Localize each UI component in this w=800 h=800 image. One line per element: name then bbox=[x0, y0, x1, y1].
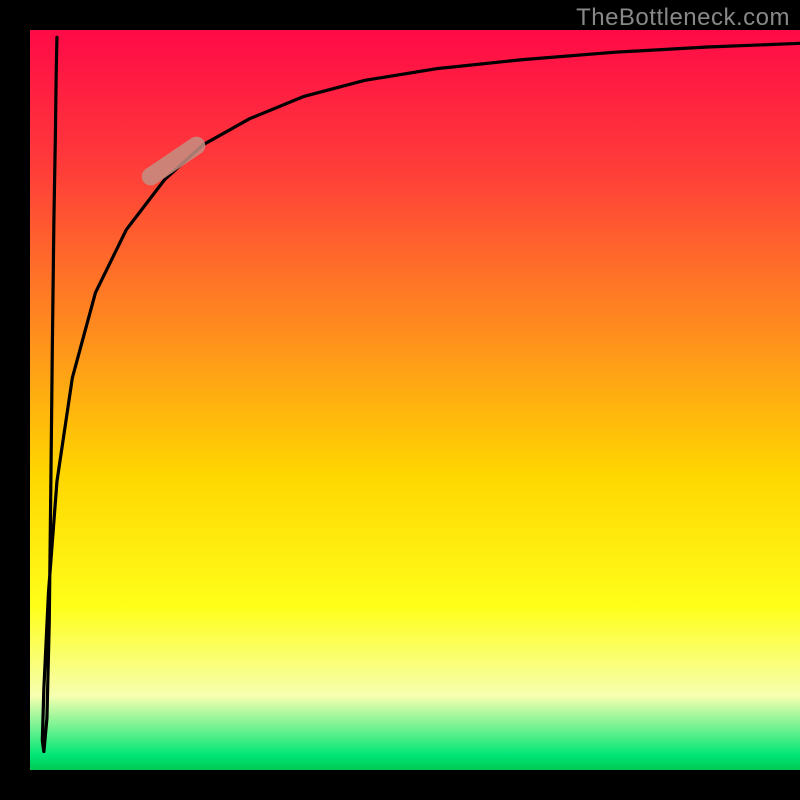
chart-stage: TheBottleneck.com bbox=[0, 0, 800, 800]
plot-area bbox=[30, 30, 800, 770]
curve-layer bbox=[30, 30, 800, 770]
bottleneck-curve bbox=[42, 37, 800, 751]
watermark-text: TheBottleneck.com bbox=[576, 4, 790, 32]
